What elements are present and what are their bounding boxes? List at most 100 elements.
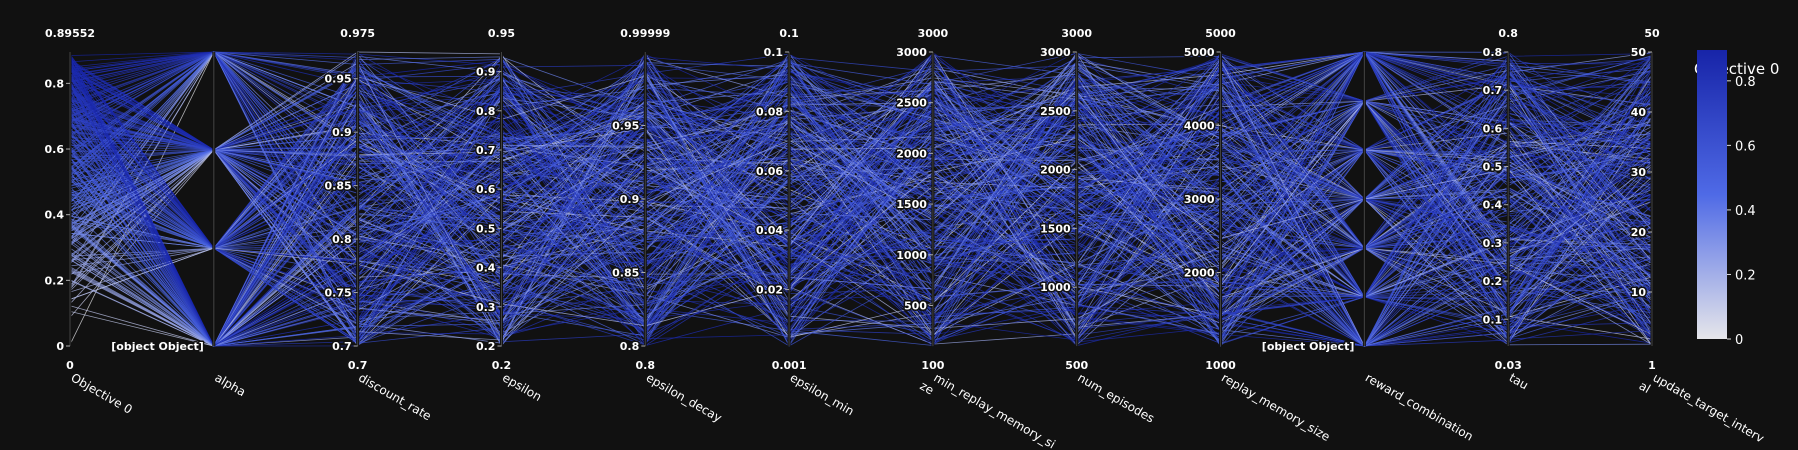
axis-tick-label: 3000 xyxy=(1184,193,1215,206)
trial-line xyxy=(69,51,1653,347)
axis-dimension-label-line: epsilon_min xyxy=(788,370,857,418)
axis-tick-label: 30 xyxy=(1631,166,1647,179)
trial-line xyxy=(69,90,1653,341)
axis-range-max: 0.99999 xyxy=(620,27,670,40)
axis-tick-label: 20 xyxy=(1631,226,1647,239)
axis-tick-label: 0.8 xyxy=(332,233,352,246)
axis-dimension-label: epsilon xyxy=(500,370,544,404)
trial-line xyxy=(69,51,1653,347)
trial-line xyxy=(69,51,1653,324)
axis-range-max: 3000 xyxy=(918,27,949,40)
axis-dimension-label-line: ze xyxy=(917,379,936,398)
axis-dimension-label: replay_memory_size xyxy=(1219,370,1332,444)
axis-dimension-label: tau xyxy=(1507,370,1531,392)
axis-dimension-label: alpha xyxy=(212,370,248,399)
axis-dimension-label: Objective 0 xyxy=(69,370,135,416)
axis-range-max: 0.89552 xyxy=(45,27,95,40)
trial-line xyxy=(69,62,1653,347)
axis-tick-label: 2000 xyxy=(1040,164,1071,177)
axis-tick-label: 2500 xyxy=(896,97,927,110)
axis-dimension-label-line: Objective 0 xyxy=(69,370,135,416)
trial-line xyxy=(69,111,1653,329)
axis-tick-label: 0.6 xyxy=(476,183,496,196)
trial-line xyxy=(69,51,1653,334)
axis-tick-label: 1500 xyxy=(896,198,927,211)
colorbar-tick-label: 0.2 xyxy=(1735,268,1756,283)
trial-line xyxy=(69,51,1653,299)
trial-line xyxy=(69,51,1653,343)
axis-range-max: 0.95 xyxy=(488,27,515,40)
axis-range-max: 0.8 xyxy=(1498,27,1518,40)
axis-dimension-label-line: replay_memory_size xyxy=(1219,370,1332,444)
axis-tick-label: [object Object] xyxy=(111,340,204,353)
trial-line xyxy=(69,72,1653,346)
axis-tick-label: 0.2 xyxy=(45,274,65,287)
trial-line xyxy=(69,85,1653,335)
trial-line xyxy=(69,56,1653,347)
axis-dimension-label: discount_rate xyxy=(356,370,434,423)
trial-line xyxy=(69,51,1653,281)
axis-tick-label: 0.5 xyxy=(476,222,496,235)
axis-dimension-label-line: alpha xyxy=(212,370,248,399)
trial-line xyxy=(69,68,1653,344)
axis-range-max: 5000 xyxy=(1205,27,1236,40)
colorbar-gradient xyxy=(1697,50,1727,339)
trial-line xyxy=(69,55,1653,299)
axis-range-min: 0.001 xyxy=(772,359,807,372)
trial-line xyxy=(69,51,1653,340)
axis-dimension-label: epsilon_min xyxy=(788,370,857,418)
axis-tick-label: 0 xyxy=(56,340,64,353)
axis-tick-label: 3000 xyxy=(896,46,927,59)
trial-line xyxy=(69,63,1653,344)
axis-dimension-label: reward_combination xyxy=(1363,370,1476,443)
trial-line xyxy=(69,73,1653,347)
trial-line xyxy=(69,137,1653,347)
axis-tick-label: 5000 xyxy=(1184,46,1215,59)
axis-dimension-label-line: tau xyxy=(1507,370,1531,392)
trial-line xyxy=(69,79,1653,315)
colorbar-tick-label: 0.4 xyxy=(1735,204,1756,219)
trial-line xyxy=(69,53,1653,315)
trial-line xyxy=(69,51,1653,324)
trial-lines xyxy=(69,51,1653,347)
trial-line xyxy=(69,67,1653,241)
axis-range-max: 0.975 xyxy=(340,27,375,40)
axis-dimension-label: update_target_interval xyxy=(1637,366,1767,450)
axis-tick-label: 0.8 xyxy=(1483,46,1503,59)
axis-tick-label: 4000 xyxy=(1184,120,1215,133)
colorbar-tick-label: 0 xyxy=(1735,333,1743,348)
axis-range-min: 1 xyxy=(1648,359,1656,372)
axis-tick-label: 10 xyxy=(1631,286,1647,299)
axis-tick-label: 0.4 xyxy=(1483,199,1503,212)
axis-tick-label: 0.8 xyxy=(45,77,65,90)
axis-dimension-label-line: min_replay_memory_si xyxy=(931,370,1057,450)
colorbar: Objective 0 00.20.40.60.8 xyxy=(1694,50,1779,348)
axis-tick-label: 0.4 xyxy=(45,209,65,222)
axis-tick-label: 0.4 xyxy=(476,262,496,275)
trial-line xyxy=(69,96,1653,320)
axis-tick-label: 0.85 xyxy=(324,180,351,193)
trial-line xyxy=(69,51,1653,347)
colorbar-tick-label: 0.8 xyxy=(1735,75,1756,90)
axis-tick-label: 2500 xyxy=(1040,105,1071,118)
axis-tick-label: 0.2 xyxy=(1483,275,1503,288)
trial-line xyxy=(69,69,1653,347)
trial-line xyxy=(69,62,1653,347)
trial-line xyxy=(69,51,1653,347)
axis-tick-label: 0.1 xyxy=(764,46,784,59)
trial-line xyxy=(69,68,1653,347)
trial-line xyxy=(69,51,1653,347)
axis-dimension-label-line: epsilon_decay xyxy=(644,370,725,425)
trial-line xyxy=(69,58,1653,333)
trial-line xyxy=(69,51,1653,347)
axis-dimension-label-line: reward_combination xyxy=(1363,370,1476,443)
trial-line xyxy=(69,51,1653,343)
trial-line xyxy=(69,51,1653,336)
axis-range-max: 3000 xyxy=(1061,27,1092,40)
axis-tick-label: 1000 xyxy=(896,249,927,262)
trial-line xyxy=(69,53,1653,290)
axis-tick-label: 0.6 xyxy=(1483,122,1503,135)
axis-tick-label: 50 xyxy=(1631,46,1647,59)
